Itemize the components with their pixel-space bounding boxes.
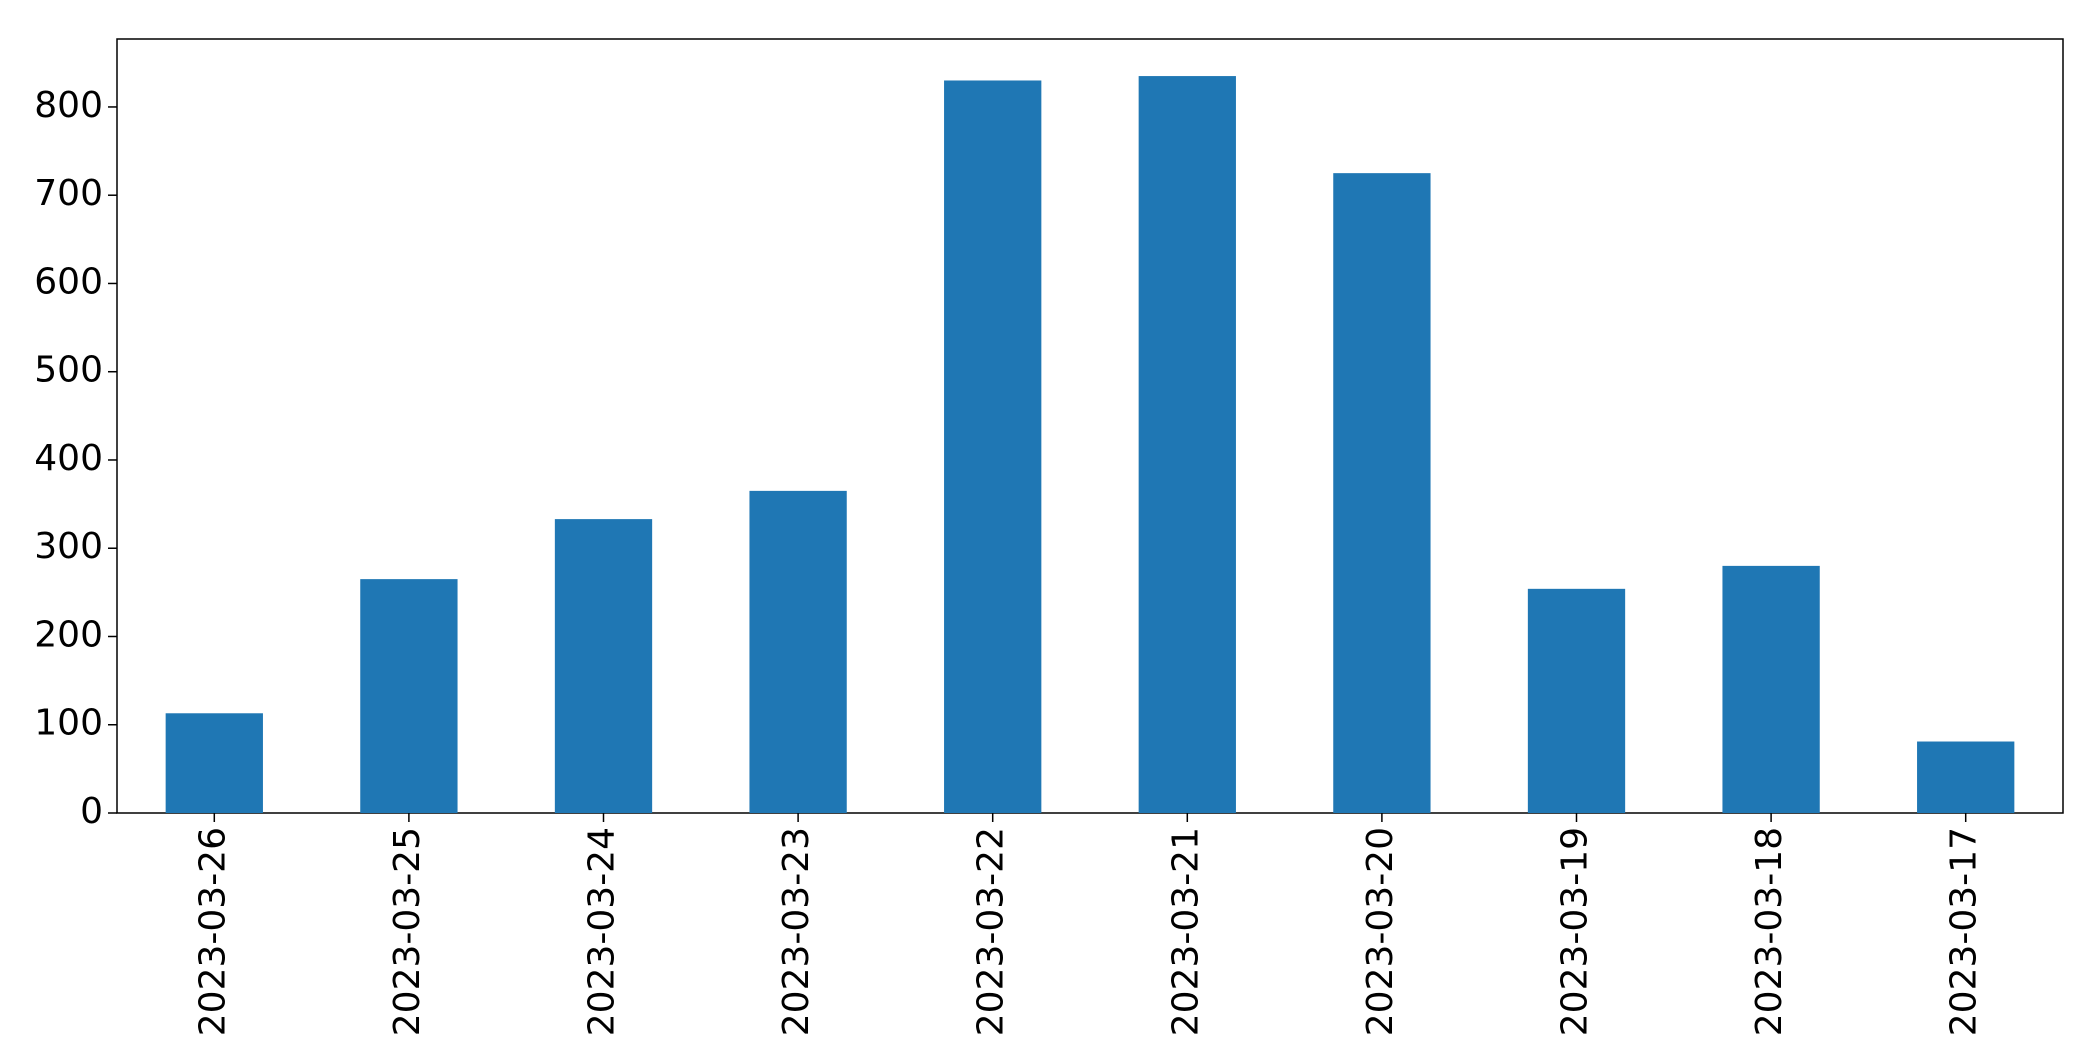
y-tick-label: 800 (34, 85, 103, 126)
bar (554, 519, 653, 813)
bar (1722, 565, 1820, 813)
bar (1138, 76, 1236, 814)
bar (944, 80, 1042, 814)
bar (749, 490, 847, 813)
x-tick-label: 2023-03-25 (387, 827, 428, 1036)
x-tick-label: 2023-03-18 (1749, 827, 1790, 1036)
y-tick-label: 600 (34, 261, 103, 302)
y-tick-label: 700 (34, 173, 103, 214)
bar (1333, 173, 1431, 813)
x-tick-label: 2023-03-22 (971, 827, 1012, 1036)
bar (360, 579, 458, 813)
bar (165, 713, 263, 813)
y-tick-label: 300 (34, 526, 103, 567)
y-tick-label: 200 (34, 614, 103, 655)
x-tick-label: 2023-03-26 (192, 827, 233, 1036)
y-tick-label: 0 (80, 791, 103, 832)
x-tick-label: 2023-03-19 (1555, 827, 1596, 1036)
x-tick-label: 2023-03-24 (582, 827, 623, 1036)
x-tick-label: 2023-03-17 (1944, 827, 1985, 1036)
y-tick-label: 100 (34, 703, 103, 744)
bar (1917, 741, 2015, 813)
y-tick-label: 500 (34, 350, 103, 391)
x-tick-label: 2023-03-20 (1360, 827, 1401, 1036)
plot-frame (116, 38, 2064, 814)
bar (1527, 588, 1626, 813)
y-tick-label: 400 (34, 438, 103, 479)
x-tick-label: 2023-03-23 (776, 827, 817, 1036)
x-tick-label: 2023-03-21 (1165, 827, 1206, 1036)
